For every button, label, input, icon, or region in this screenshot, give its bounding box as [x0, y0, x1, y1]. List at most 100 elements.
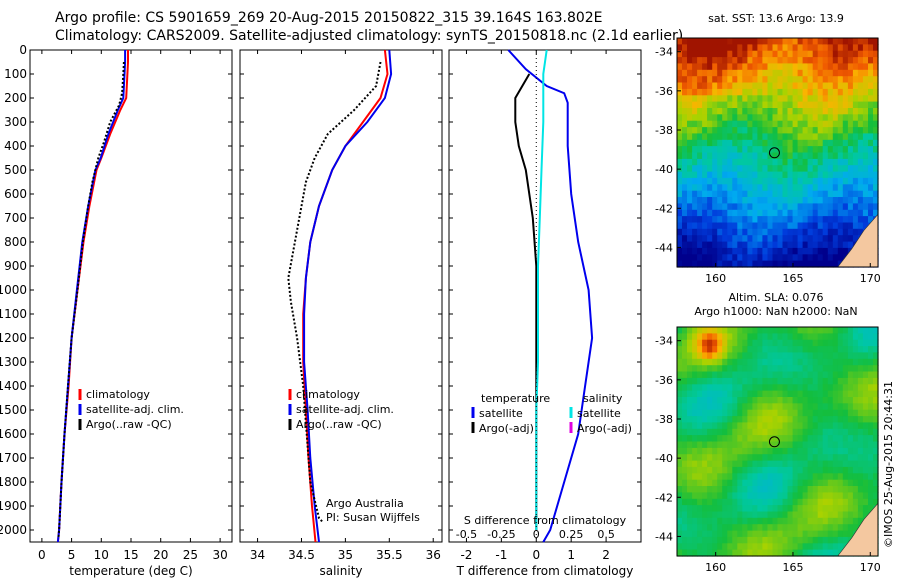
map-cell: [762, 511, 768, 519]
map-cell: [787, 473, 794, 481]
map-cell: [727, 209, 733, 217]
map-cell: [757, 505, 763, 513]
map-cell: [752, 254, 758, 262]
map-cell: [847, 428, 854, 436]
map-cell: [837, 38, 844, 45]
map-cell: [707, 524, 713, 532]
map-cell: [732, 101, 738, 109]
map-cell: [682, 152, 688, 160]
map-cell: [832, 95, 839, 103]
map-cell: [702, 346, 708, 354]
map-cell: [677, 435, 683, 443]
map-cell: [782, 95, 789, 103]
map-cell: [732, 133, 738, 141]
map-cell: [812, 88, 819, 96]
map-cell: [837, 422, 844, 430]
map-cell: [827, 146, 834, 154]
map-cell: [817, 441, 824, 449]
map-cell: [852, 505, 859, 513]
map-cell: [832, 139, 839, 147]
map-cell: [727, 184, 733, 192]
map-cell: [722, 114, 728, 122]
map-cell: [737, 454, 743, 462]
map-cell: [842, 190, 849, 198]
map-cell: [722, 82, 728, 90]
map-cell: [762, 101, 768, 109]
map-cell: [792, 454, 799, 462]
map-cell: [707, 435, 713, 443]
map-cell: [862, 447, 869, 455]
map-cell: [752, 441, 758, 449]
map-cell: [777, 241, 784, 249]
map-cell: [832, 403, 839, 411]
map-cell: [747, 505, 753, 513]
map-cell: [802, 69, 809, 77]
map-cell: [787, 505, 794, 513]
map-cell: [772, 44, 779, 52]
map-cell: [712, 209, 718, 217]
map-cell: [762, 254, 768, 262]
map-cell: [802, 473, 809, 481]
map-cell: [772, 409, 779, 417]
map-cell: [712, 120, 718, 128]
map-cell: [762, 498, 768, 506]
map-cell: [717, 371, 723, 379]
map-cell: [862, 409, 869, 417]
map-cell: [782, 120, 789, 128]
map-cell: [707, 158, 713, 166]
map-cell: [782, 222, 789, 230]
map-cell: [777, 108, 784, 115]
map-cell: [847, 377, 854, 385]
map-cell: [802, 486, 809, 493]
map-cell: [847, 44, 854, 52]
map-cell: [677, 428, 683, 436]
map-cell: [782, 235, 789, 243]
map-cell: [687, 101, 693, 109]
map-cell: [827, 120, 834, 128]
map-cell: [822, 524, 829, 532]
map-cell: [712, 384, 718, 392]
map-cell: [752, 216, 758, 224]
map-cell: [747, 377, 753, 385]
map-cell: [827, 422, 834, 430]
map-cell: [747, 222, 753, 230]
map-cell: [832, 203, 839, 211]
map-cell: [802, 127, 809, 135]
map-cell: [762, 486, 768, 493]
map-cell: [697, 530, 703, 538]
map-cell: [792, 377, 799, 385]
map-cell: [737, 114, 743, 122]
map-cell: [832, 228, 839, 236]
map-cell: [772, 222, 779, 230]
map-cell: [752, 517, 758, 525]
map-cell: [777, 498, 784, 506]
map-cell: [682, 549, 688, 557]
map-cell: [767, 177, 774, 185]
map-cell: [847, 177, 854, 185]
legend-entry: satellite: [479, 407, 523, 420]
map-cell: [722, 57, 728, 65]
map-cell: [717, 441, 723, 449]
map-cell: [707, 197, 713, 204]
map-cell: [702, 390, 708, 398]
map-cell: [847, 384, 854, 392]
map-cell: [702, 50, 708, 58]
map-cell: [817, 352, 824, 360]
map-cell: [692, 460, 698, 468]
map-cell: [687, 184, 693, 192]
map-cell: [742, 384, 748, 392]
map-cell: [762, 479, 768, 487]
map-cell: [717, 339, 723, 347]
map-cell: [692, 158, 698, 166]
map-cell: [857, 133, 864, 141]
map-cell: [702, 365, 708, 373]
map-cell: [752, 536, 758, 544]
map-cell: [797, 517, 804, 525]
map-cell: [682, 486, 688, 493]
map-cell: [847, 390, 854, 398]
map-cell: [852, 352, 859, 360]
map-cell: [682, 88, 688, 96]
map-cell: [807, 371, 814, 379]
map-cell: [857, 333, 864, 341]
map-cell: [757, 114, 763, 122]
